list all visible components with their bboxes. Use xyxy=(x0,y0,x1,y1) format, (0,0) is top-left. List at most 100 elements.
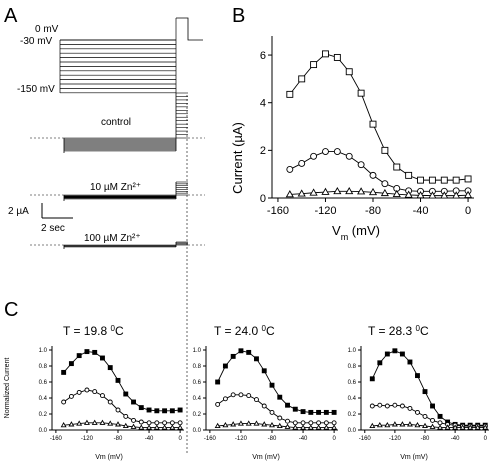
chart-b-series-3-point xyxy=(297,189,306,197)
chart-c1-series-3-line xyxy=(63,422,181,429)
chart-c3-x-tick-label: -120 xyxy=(389,436,402,442)
chart-c2-series-3-point xyxy=(253,420,260,426)
chart-c1-y-tick-label: 0.6 xyxy=(39,380,48,386)
chart-c3-series-3-point xyxy=(474,424,481,430)
chart-b-series-2-point xyxy=(322,148,329,155)
chart-c1-series-1-point xyxy=(84,349,90,355)
chart-c1-series-2-point xyxy=(115,407,121,413)
chart-c2-series-1-point xyxy=(323,409,329,415)
chart-c2-y-tick-label: 0.2 xyxy=(193,412,202,418)
chart-c1-series-3-point xyxy=(153,424,160,430)
chart-c3-series-2-line xyxy=(372,404,486,427)
chart-b-series-2-point xyxy=(369,171,377,179)
chart-c1-series-3-point xyxy=(83,419,90,425)
chart-b-series-3-point xyxy=(404,190,413,198)
chart-c2-series-1-point xyxy=(308,409,314,415)
chart-b-series-1-point xyxy=(369,120,377,128)
chart-c1-series-2-point xyxy=(138,419,144,425)
chart-c3-x-tick-label: -160 xyxy=(359,436,372,442)
chart-c1-series-2-point xyxy=(177,420,183,426)
chart-c3-series-1-point xyxy=(384,351,390,357)
chart-c3-series-2-point xyxy=(430,417,435,423)
chart-c1-series-2-point xyxy=(123,413,129,419)
chart-c1-title-sup: 0 xyxy=(110,324,115,333)
chart-b-series-1-point xyxy=(322,50,329,58)
chart-c2-y-tick-label: 0.4 xyxy=(193,396,202,402)
chart-c2-series-1-point xyxy=(238,348,244,354)
chart-c1-x-tick-label: -80 xyxy=(114,436,123,442)
chart-c2-y-tick-label: 1.0 xyxy=(193,348,202,354)
chart-c2-series-3-point xyxy=(276,422,283,429)
chart-b-series-1-point xyxy=(381,146,389,154)
chart-c2-series-2-point xyxy=(331,420,337,426)
chart-c3-series-1-point xyxy=(407,359,413,365)
chart-b-series-1-point xyxy=(345,68,353,76)
chart-c1-series-2-point xyxy=(92,389,98,395)
chart-c3-series-1-point xyxy=(399,351,405,357)
chart-c2-series-3-point xyxy=(307,424,314,430)
chart-b-series-1-line xyxy=(289,53,469,181)
chart-b-series-2-point xyxy=(298,160,306,167)
chart-b-series-3-point xyxy=(357,187,366,195)
chart-c3-series-3-point xyxy=(406,421,413,427)
chart-c3-series-1-point xyxy=(430,403,435,409)
chart-c2-series-2-point xyxy=(254,397,259,403)
current-trace-sets xyxy=(30,92,205,249)
chart-c1-series-3-point xyxy=(138,424,145,430)
voltage-label-0mv: 0 mV xyxy=(35,24,59,35)
chart-b-series-2-point xyxy=(286,165,294,173)
chart-c1-series-3-point xyxy=(91,419,98,425)
chart-c2-series-2-point xyxy=(269,409,275,415)
chart-c2-series-2-point xyxy=(222,396,228,402)
scale-current-label: 2 µA xyxy=(8,206,29,217)
chart-c2-series-2-line xyxy=(217,394,335,424)
chart-c1-series-3-point xyxy=(60,421,67,428)
chart-c3-normalized-current: -160 -120 -80 -40 0 0.0 0.2 0.4 0.6 0.8 1.0 xyxy=(348,346,489,442)
chart-b-series-1-point xyxy=(440,176,448,184)
chart-c2-x-tick-label: -80 xyxy=(268,436,277,442)
chart-c3-x-tick-label: -40 xyxy=(451,436,460,442)
chart-c2-series-3-point xyxy=(284,423,291,429)
chart-b-x-tick-label: -80 xyxy=(365,205,381,217)
chart-b-series-3-point xyxy=(440,191,449,199)
chart-b-series-3-point xyxy=(309,188,318,196)
chart-c3-series-3-point xyxy=(429,423,436,429)
chart-c3-series-3-point xyxy=(444,424,451,430)
chart-c1-series-2-point xyxy=(154,420,160,426)
chart-b-y-tick-label: 2 xyxy=(260,145,266,157)
chart-c3-series-1-point xyxy=(392,348,398,354)
chart-b-series-3-point xyxy=(463,190,473,198)
chart-c2-title-suffix: C xyxy=(266,324,275,338)
chart-c3-series-3-line xyxy=(372,423,486,429)
chart-c2-series-1-point xyxy=(269,382,275,388)
chart-c1-normalized-current: -160 -120 -80 -40 0 0.0 0.2 0.4 0.6 0.8 1.0 xyxy=(39,346,184,442)
chart-b-x-tick-label: 0 xyxy=(465,205,471,217)
chart-b-series-1-point xyxy=(298,75,306,83)
chart-c1-series-1-point xyxy=(100,355,105,361)
chart-c1-series-1-point xyxy=(92,349,98,355)
chart-c2-title-sup: 0 xyxy=(261,324,266,333)
chart-b-series-1-point xyxy=(452,176,460,184)
chart-c2-series-3-point xyxy=(261,421,268,427)
chart-c1-series-2-point xyxy=(107,399,113,405)
chart-b-xlabel-unit: (mV) xyxy=(348,223,380,238)
chart-c2-series-3-point xyxy=(245,420,252,426)
chart-c3-series-2-point xyxy=(415,409,420,415)
chart-c2-x-tick-label: 0 xyxy=(332,436,336,442)
chart-c3-series-2-point xyxy=(384,403,390,409)
chart-c1-series-1-point xyxy=(115,377,121,383)
chart-c1-series-2-point xyxy=(68,393,74,399)
chart-c3-series-1-point xyxy=(377,360,383,366)
chart-c2-series-1-point xyxy=(331,409,337,415)
chart-c2-series-3-point xyxy=(300,424,307,430)
chart-c1-series-3-point xyxy=(122,422,129,429)
chart-c2-xlabel: Vm (mV) xyxy=(252,454,280,461)
chart-b-series-1-point xyxy=(464,175,472,183)
chart-c2-series-3-point xyxy=(214,422,221,429)
chart-c1-y-tick-label: 0.0 xyxy=(39,428,48,434)
chart-b-series-2-point xyxy=(310,152,318,160)
chart-c2-title-prefix: T = 24.0 xyxy=(214,324,261,338)
chart-b-series-1-point xyxy=(393,163,401,171)
chart-c1-series-1-point xyxy=(138,405,144,411)
chart-c3-series-3-point xyxy=(467,424,474,430)
